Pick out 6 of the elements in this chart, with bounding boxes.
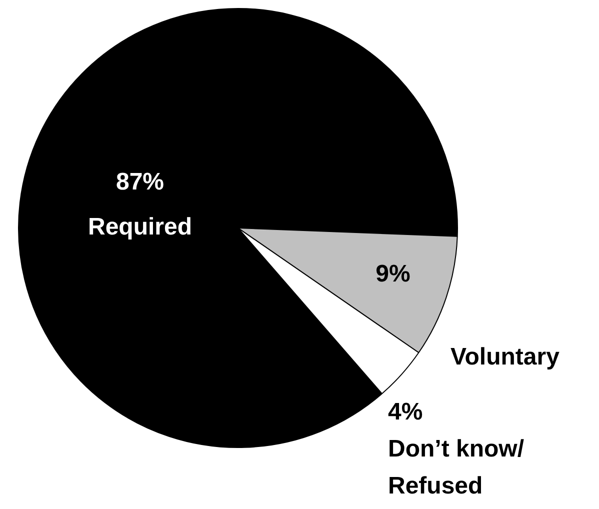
slice-label: Don’t know/ Refused — [388, 436, 524, 500]
data-label: 4% — [388, 398, 423, 426]
data-label: 9% — [376, 260, 410, 288]
slice-label: Required — [88, 214, 192, 241]
slice-label: Voluntary — [450, 344, 560, 371]
data-label: 87% — [116, 168, 164, 196]
